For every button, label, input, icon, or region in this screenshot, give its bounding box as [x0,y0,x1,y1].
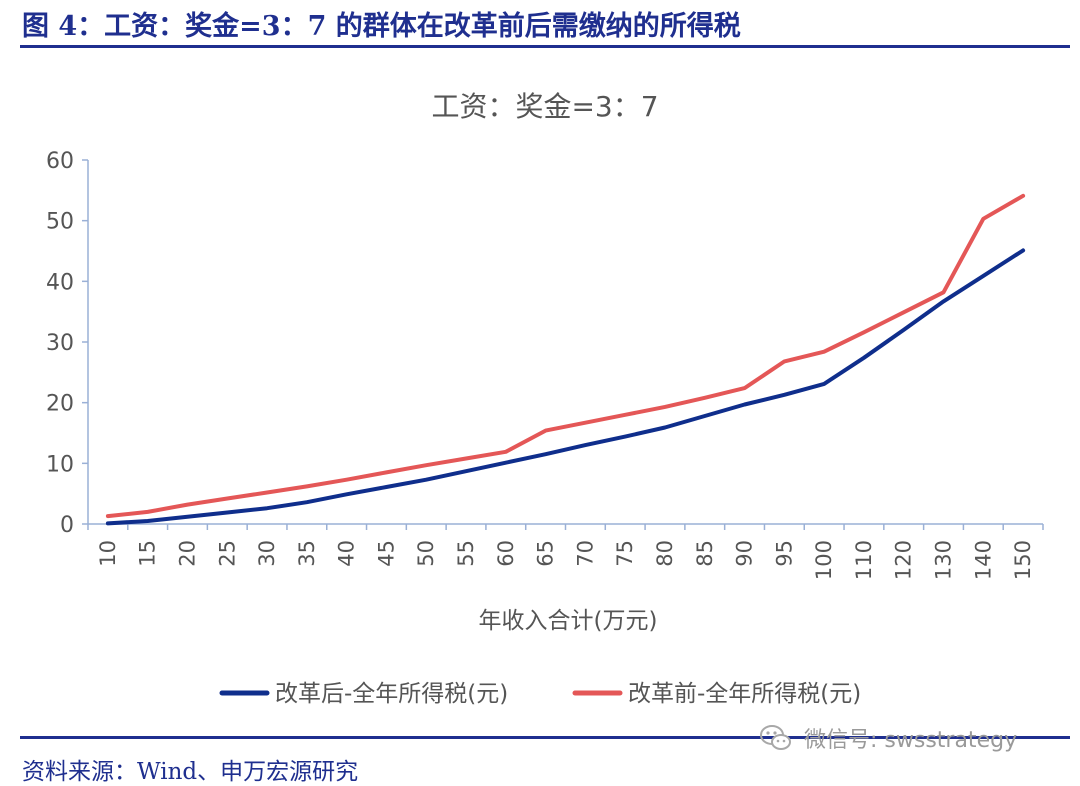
series-line [105,193,1026,519]
x-tick-label: 150 [1011,540,1035,580]
x-tick-label: 35 [295,540,319,567]
x-tick-label: 85 [693,540,717,567]
x-tick-label: 40 [335,540,359,567]
series-line [105,248,1026,526]
x-tick-label: 90 [733,540,757,567]
series-layer [105,193,1026,526]
x-tick-label: 25 [215,540,239,567]
y-tick-label: 10 [46,452,74,477]
x-tick-label: 60 [494,540,518,567]
x-tick-label: 55 [454,540,478,567]
y-tick-label: 0 [60,513,74,538]
chart-title: 工资：奖金=3：7 [431,90,658,123]
x-tick-label: 50 [414,540,438,567]
x-tick-label: 100 [812,540,836,580]
wechat-icon [760,725,791,750]
y-tick-label: 50 [46,210,74,235]
x-tick-label: 75 [613,540,637,567]
legend: 改革后-全年所得税(元) 改革前-全年所得税(元) [219,681,861,707]
x-tick-label: 95 [772,540,796,567]
x-tick-label: 20 [175,540,199,567]
legend-label: 改革前-全年所得税(元) [628,681,861,707]
y-tick-label: 60 [46,149,74,174]
line-chart: 工资：奖金=3：7 0 10 20 30 40 50 60 10 15 20 25 30 35 40 45 5… [46,90,1044,707]
title-divider [20,45,1070,48]
x-tick-label: 70 [573,540,597,567]
x-tick-label: 110 [852,540,876,580]
x-tick-label: 80 [653,540,677,567]
x-tick-label: 65 [534,540,558,567]
watermark-text: 微信号: swsstrategy [804,728,1018,753]
x-tick-label: 10 [96,540,120,567]
axes: 0 10 20 30 40 50 60 10 15 20 25 30 35 40 45 50 55 60 65 70 7… [46,149,1044,580]
x-axis-label: 年收入合计(万元) [479,608,658,634]
y-tick-label: 40 [46,270,74,295]
x-tick-label: 15 [136,540,160,567]
watermark: 微信号: swsstrategy [758,718,1017,758]
y-tick-label: 20 [46,392,74,417]
x-tick-label: 130 [932,540,956,580]
figure-title: 图 4：工资：奖金=3：7 的群体在改革前后需缴纳的所得税 [22,11,741,42]
source-note: 资料来源：Wind、申万宏源研究 [22,759,359,785]
x-tick-label: 140 [971,540,995,580]
x-tick-label: 30 [255,540,279,567]
x-tick-label: 120 [892,540,916,580]
footer-divider [20,736,1070,739]
legend-label: 改革后-全年所得税(元) [275,681,508,707]
y-tick-label: 30 [46,331,74,356]
x-tick-label: 45 [374,540,398,567]
